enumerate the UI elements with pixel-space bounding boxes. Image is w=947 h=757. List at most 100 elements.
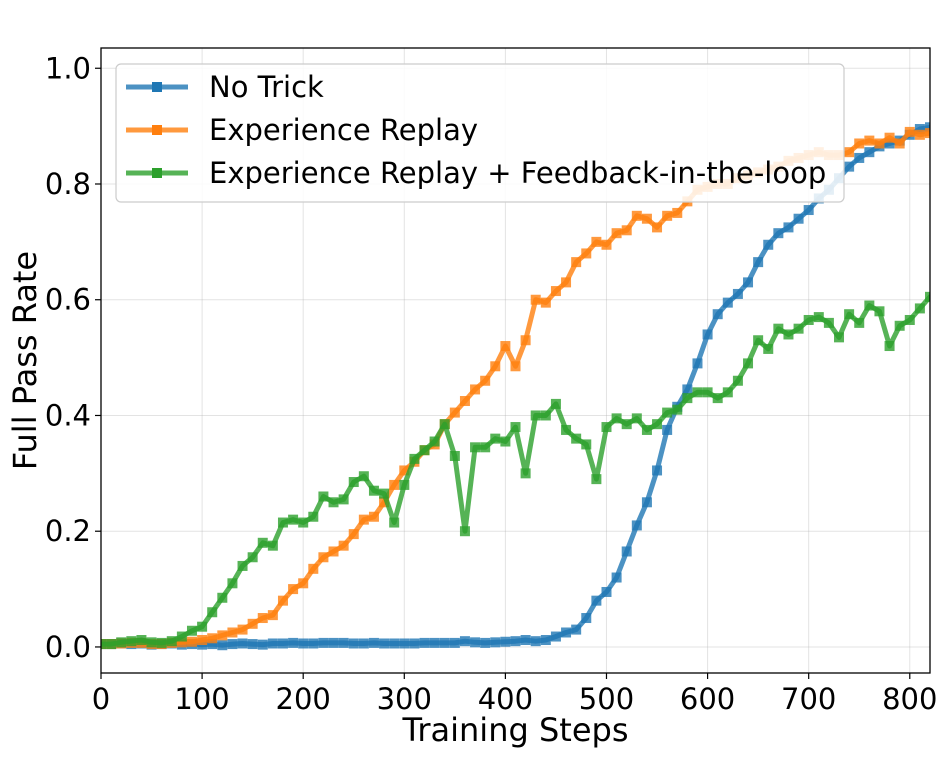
point-experience-replay-feedback-in-the-loop-480 [581,439,592,450]
point-experience-replay-560 [662,210,673,221]
point-no-trick-320 [419,637,430,648]
point-experience-replay-feedback-in-the-loop-430 [530,410,541,421]
point-no-trick-180 [277,638,288,649]
point-experience-replay-100 [197,635,208,646]
point-experience-replay-460 [561,277,572,288]
point-experience-replay-feedback-in-the-loop-30 [126,636,137,647]
point-experience-replay-feedback-in-the-loop-550 [652,419,663,430]
point-no-trick-130 [227,639,238,650]
point-no-trick-260 [358,638,369,649]
point-experience-replay-210 [308,563,319,574]
point-experience-replay-180 [277,595,288,606]
point-no-trick-600 [702,329,713,340]
point-no-trick-810 [914,124,925,135]
point-experience-replay-feedback-in-the-loop-790 [894,320,905,331]
point-experience-replay-280 [379,497,390,508]
x-tick-label-100: 100 [174,682,229,716]
point-experience-replay-370 [470,384,481,395]
point-experience-replay-520 [621,225,632,236]
point-experience-replay-feedback-in-the-loop-720 [823,317,834,328]
point-experience-replay-160 [257,613,268,624]
point-experience-replay-feedback-in-the-loop-590 [692,387,703,398]
point-experience-replay-feedback-in-the-loop-160 [257,537,268,548]
point-no-trick-210 [308,638,319,649]
point-experience-replay-230 [328,546,339,557]
point-experience-replay-feedback-in-the-loop-130 [227,578,238,589]
point-no-trick-630 [732,288,743,299]
point-experience-replay-feedback-in-the-loop-680 [783,329,794,340]
point-no-trick-670 [773,228,784,239]
point-no-trick-240 [338,637,349,648]
point-no-trick-500 [601,586,612,597]
point-experience-replay-feedback-in-the-loop-520 [621,419,632,430]
point-experience-replay-130 [227,627,238,638]
point-experience-replay-410 [510,361,521,372]
point-experience-replay-490 [591,236,602,247]
point-experience-replay-feedback-in-the-loop-110 [207,607,218,618]
y-tick-label-0.4: 0.4 [45,398,91,432]
point-experience-replay-feedback-in-the-loop-710 [813,312,824,323]
legend-entry-no-trick: No Trick [126,70,324,104]
legend: No Trick Experience Replay Experience Re… [115,63,845,203]
point-no-trick-430 [530,636,541,647]
point-no-trick-370 [470,637,481,648]
point-no-trick-350 [449,637,460,648]
point-no-trick-520 [621,546,632,557]
point-experience-replay-140 [237,624,248,635]
point-no-trick-190 [288,637,299,648]
x-tick-label-300: 300 [377,682,432,716]
point-experience-replay-feedback-in-the-loop-150 [247,552,258,563]
point-no-trick-560 [662,424,673,435]
legend-entry-experience-replay-feedback: Experience Replay + Feedback-in-the-loop [126,156,826,190]
point-experience-replay-feedback-in-the-loop-700 [803,314,814,325]
point-experience-replay-feedback-in-the-loop-40 [136,635,147,646]
point-experience-replay-feedback-in-the-loop-610 [712,393,723,404]
point-experience-replay-220 [318,552,329,563]
point-experience-replay-feedback-in-the-loop-100 [197,621,208,632]
point-experience-replay-feedback-in-the-loop-780 [884,341,895,352]
point-experience-replay-feedback-in-the-loop-280 [379,488,390,499]
point-no-trick-760 [864,147,875,158]
point-experience-replay-feedback-in-the-loop-510 [611,413,622,424]
point-no-trick-170 [267,638,278,649]
point-experience-replay-feedback-in-the-loop-70 [166,636,177,647]
point-experience-replay-400 [500,341,511,352]
point-experience-replay-300 [399,465,410,476]
point-experience-replay-feedback-in-the-loop-120 [217,592,228,603]
point-experience-replay-feedback-in-the-loop-300 [399,479,410,490]
point-no-trick-530 [631,520,642,531]
point-no-trick-640 [743,277,754,288]
point-no-trick-470 [571,624,582,635]
point-experience-replay-550 [652,222,663,233]
point-no-trick-250 [348,638,359,649]
point-no-trick-780 [884,138,895,149]
point-experience-replay-780 [884,132,895,143]
point-no-trick-120 [217,640,228,651]
point-experience-replay-feedback-in-the-loop-660 [763,343,774,354]
point-experience-replay-260 [358,514,369,525]
point-no-trick-270 [368,637,379,648]
point-experience-replay-feedback-in-the-loop-170 [267,540,278,551]
point-experience-replay-feedback-in-the-loop-0 [101,639,106,650]
point-experience-replay-feedback-in-the-loop-670 [773,323,784,334]
point-experience-replay-feedback-in-the-loop-80 [176,631,187,642]
point-experience-replay-feedback-in-the-loop-400 [500,436,511,447]
point-no-trick-410 [510,636,521,647]
point-experience-replay-feedback-in-the-loop-340 [439,419,450,430]
point-experience-replay-feedback-in-the-loop-260 [358,471,369,482]
plot-frame [100,47,931,674]
point-experience-replay-feedback-in-the-loop-270 [368,485,379,496]
point-experience-replay-350 [449,407,460,418]
legend-entry-experience-replay: Experience Replay [126,113,478,147]
axis-ticks: 0 100 200 300 400 500 600 700 800 0.0 0.2 0.4 0.6 0.8… [45,51,938,716]
point-experience-replay-feedback-in-the-loop-330 [429,436,440,447]
point-experience-replay-feedback-in-the-loop-740 [844,309,855,320]
point-experience-replay-feedback-in-the-loop-350 [449,450,460,461]
point-experience-replay-530 [631,210,642,221]
point-no-trick-700 [803,205,814,216]
point-no-trick-740 [844,161,855,172]
point-experience-replay-feedback-in-the-loop-500 [601,422,612,433]
point-no-trick-440 [540,635,551,646]
point-experience-replay-feedback-in-the-loop-90 [186,625,197,636]
point-experience-replay-feedback-in-the-loop-620 [722,387,733,398]
